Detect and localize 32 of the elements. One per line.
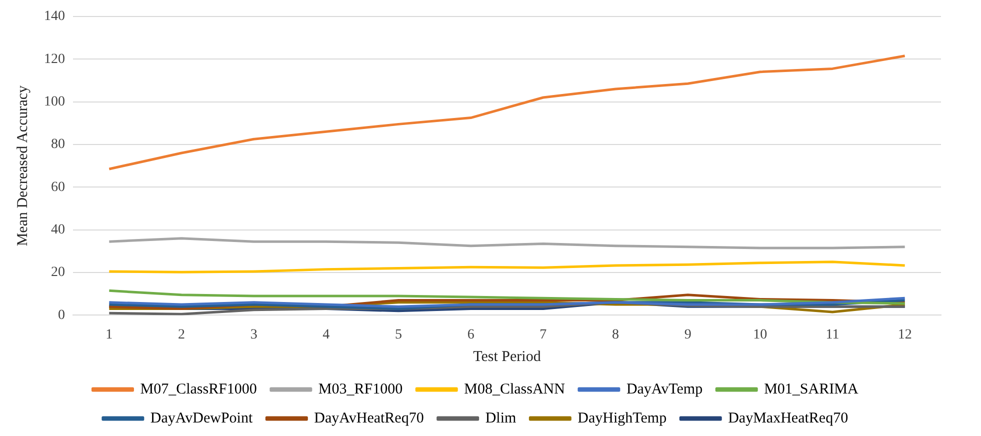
- y-tick-label: 40: [51, 222, 65, 238]
- legend-label: M01_SARIMA: [764, 381, 858, 398]
- legend-label: M07_ClassRF1000: [140, 381, 257, 398]
- x-tick-label: 7: [540, 327, 547, 342]
- x-tick-label: 3: [250, 327, 258, 342]
- y-tick-label: 140: [44, 9, 65, 24]
- legend-label: Dlim: [485, 410, 516, 426]
- legend-label: DayAvTemp: [626, 381, 703, 398]
- x-tick-label: 1: [106, 327, 113, 342]
- legend-label: DayHighTemp: [578, 410, 667, 426]
- y-tick-label: 60: [51, 180, 65, 195]
- x-tick-label: 4: [322, 327, 330, 342]
- y-tick-label: 120: [44, 52, 65, 67]
- x-tick-label: 2: [178, 327, 185, 342]
- x-tick-label: 10: [753, 327, 768, 342]
- x-tick-label: 9: [684, 327, 692, 342]
- legend-label: DayMaxHeatReq70: [728, 410, 848, 426]
- legend-label: M03_RF1000: [318, 381, 403, 398]
- x-axis-title: Test Period: [473, 348, 542, 365]
- x-tick-label: 8: [612, 327, 619, 342]
- x-tick-label: 11: [826, 327, 840, 342]
- legend-label: DayAvHeatReq70: [314, 410, 424, 426]
- legend-label: DayAvDewPoint: [150, 410, 254, 426]
- y-axis-title: Mean Decreased Accuracy: [14, 84, 31, 246]
- y-tick-label: 20: [51, 265, 65, 280]
- x-tick-label: 5: [395, 327, 402, 342]
- y-tick-label: 0: [58, 308, 65, 323]
- y-tick-label: 100: [44, 94, 65, 110]
- legend-label: M08_ClassANN: [464, 381, 566, 398]
- x-tick-label: 12: [898, 327, 912, 342]
- y-tick-label: 80: [51, 137, 65, 152]
- x-tick-label: 6: [467, 327, 474, 342]
